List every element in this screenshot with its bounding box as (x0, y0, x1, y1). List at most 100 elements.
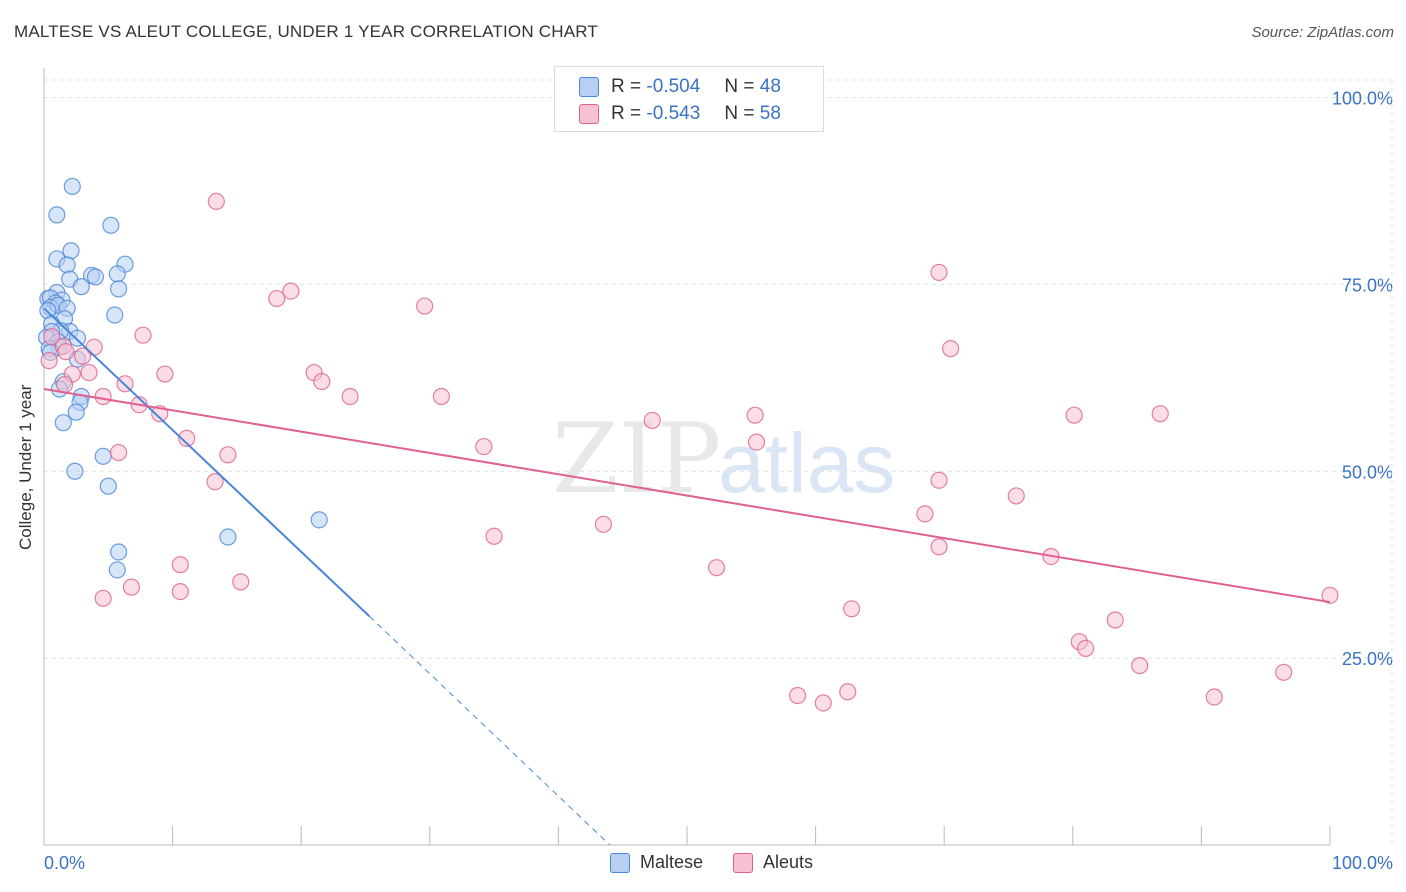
maltese-point (54, 414, 72, 432)
maltese-point (108, 561, 126, 579)
aleut-point (916, 505, 934, 523)
maltese-legend-swatch (610, 852, 630, 873)
aleut-point (1106, 611, 1124, 629)
aleut-point (1151, 405, 1169, 423)
maltese-point (66, 462, 84, 480)
aleut-point (475, 437, 493, 456)
aleut-point (814, 694, 832, 712)
aleut-point (313, 372, 331, 391)
legend-maltese-r: -0.504 (646, 76, 701, 97)
maltese-point (86, 268, 105, 286)
maltese-swatch (579, 77, 599, 97)
aleut-point (282, 282, 300, 300)
aleut-point (156, 365, 174, 383)
legend-row-maltese: R = -0.504 N = 48 (579, 74, 781, 100)
aleut-point (94, 387, 112, 406)
aleut-point (432, 387, 450, 406)
maltese-point (310, 511, 328, 529)
aleut-point (178, 429, 196, 447)
aleut-point (746, 406, 764, 424)
legend-aleuts-r: -0.543 (646, 103, 701, 124)
maltese-trendline-extension (369, 615, 611, 846)
aleut-point (207, 192, 225, 211)
maltese-point (108, 265, 126, 283)
aleuts-swatch (579, 104, 599, 124)
x-tick-label: 100.0% (1332, 853, 1393, 873)
legend-n-label: N = (724, 103, 755, 124)
maltese-point (106, 306, 124, 324)
aleut-point (268, 289, 286, 308)
legend-item-aleuts[interactable]: Aleuts (733, 852, 813, 873)
maltese-point (99, 477, 117, 495)
maltese-point (48, 206, 66, 224)
maltese-point (67, 403, 85, 421)
legend-r-label: R = (611, 76, 642, 97)
y-tick-label: 50.0% (1342, 462, 1393, 482)
aleut-trendline (43, 388, 1331, 604)
aleut-point (1065, 406, 1083, 424)
aleut-point (109, 443, 128, 462)
source-label: Source: ZipAtlas.com (1251, 24, 1394, 41)
aleut-point (43, 328, 61, 346)
aleut-point (1077, 639, 1095, 658)
aleut-point (134, 326, 152, 344)
maltese-point (102, 216, 120, 234)
maltese-point (68, 329, 87, 347)
aleut-point (1275, 663, 1293, 681)
aleut-point (219, 446, 237, 464)
aleut-point (341, 387, 359, 406)
maltese-point (58, 256, 76, 274)
aleut-point (788, 686, 807, 705)
aleut-point (942, 340, 960, 358)
aleut-point (416, 297, 434, 315)
aleut-point (843, 600, 861, 618)
aleut-point (232, 573, 250, 591)
y-tick-label: 25.0% (1342, 649, 1393, 669)
legend-r-label: R = (611, 103, 642, 124)
aleut-point (171, 582, 189, 601)
aleuts-legend-swatch (733, 852, 754, 873)
chart-title: MALTESE VS ALEUT COLLEGE, UNDER 1 YEAR C… (14, 22, 599, 41)
aleut-point (594, 515, 613, 533)
aleut-point (94, 589, 112, 607)
maltese-point (219, 528, 237, 546)
aleut-point (1205, 688, 1223, 706)
aleut-point (122, 578, 141, 596)
watermark-zip: ZIP (552, 403, 721, 515)
maltese-point (63, 177, 81, 196)
aleut-point (206, 473, 224, 491)
aleut-point (171, 556, 189, 574)
aleut-point (1321, 586, 1339, 604)
aleut-point (485, 527, 503, 545)
aleut-point (930, 471, 948, 489)
aleut-point (643, 411, 661, 430)
maltese-trendline (43, 307, 371, 617)
aleut-point (930, 263, 948, 282)
aleut-point (1131, 656, 1149, 675)
maltese-point (109, 543, 128, 561)
legend-row-aleuts: R = -0.543 N = 58 (579, 101, 781, 127)
correlation-legend: R = -0.504 N = 48 R = -0.543 N = 58 (554, 66, 824, 132)
y-tick-label: 75.0% (1342, 275, 1393, 295)
x-tick-label: 0.0% (44, 853, 85, 873)
aleut-point (40, 352, 58, 370)
maltese-legend-label: Maltese (640, 852, 704, 872)
aleut-point (57, 343, 75, 361)
maltese-point (72, 278, 90, 296)
aleut-point (747, 433, 766, 451)
aleut-point (930, 538, 948, 556)
legend-item-maltese[interactable]: Maltese (610, 852, 703, 873)
aleuts-legend-label: Aleuts (763, 852, 814, 872)
maltese-point (62, 242, 80, 260)
aleut-point (707, 559, 726, 577)
aleut-point (55, 375, 74, 394)
maltese-point (94, 447, 112, 465)
legend-n-label: N = (724, 76, 755, 97)
watermark-atlas: atlas (718, 416, 895, 510)
aleut-point (80, 363, 98, 382)
legend-maltese-n: 48 (759, 76, 781, 97)
maltese-point (109, 280, 128, 298)
y-tick-label: 100.0% (1332, 89, 1393, 109)
legend-aleuts-n: 58 (759, 103, 781, 124)
